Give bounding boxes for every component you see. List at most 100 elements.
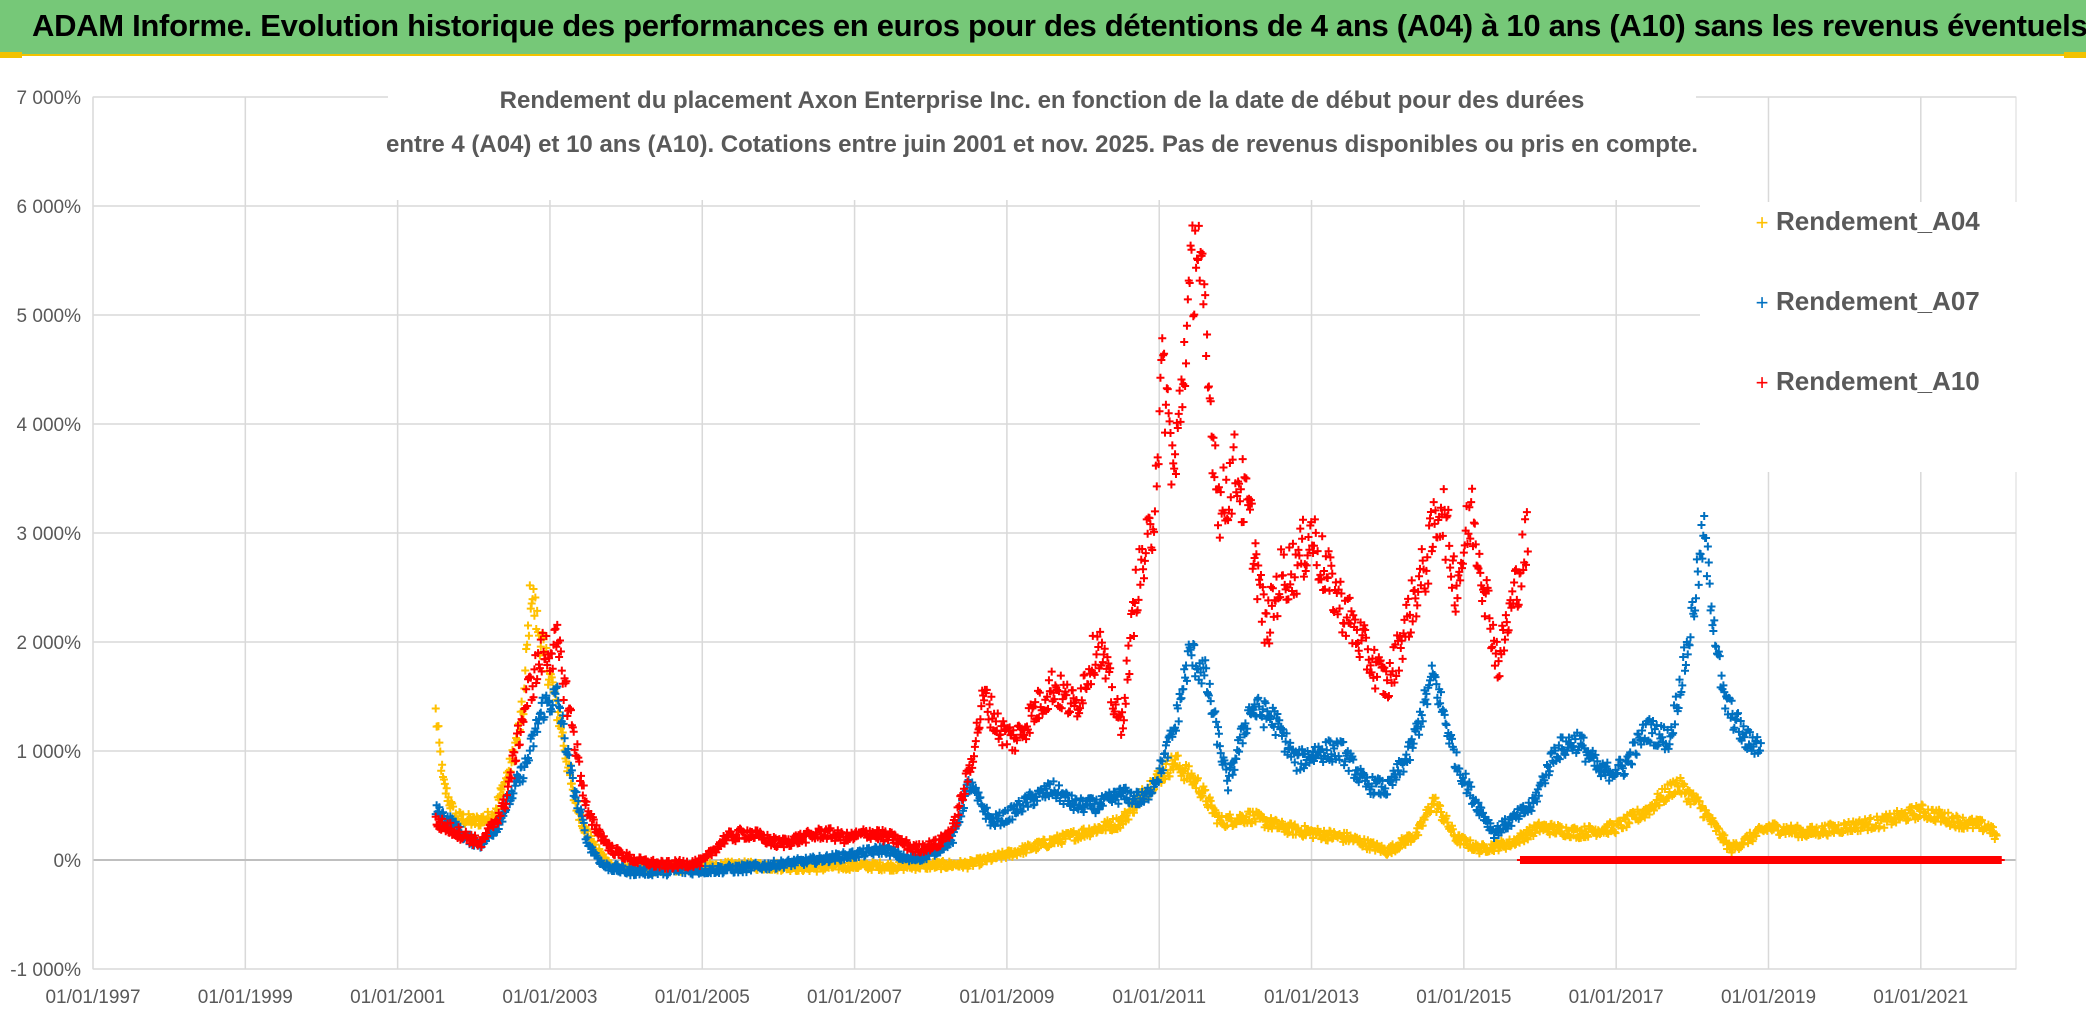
rendement-a10-point <box>1199 300 1208 309</box>
rendement-a10-point <box>985 700 994 709</box>
rendement-a10-point <box>1124 641 1133 650</box>
rendement-a10-point <box>1230 430 1239 439</box>
legend-background <box>1700 202 2018 472</box>
legend-label-a04: Rendement_A04 <box>1776 206 1980 236</box>
rendement-a07-point <box>1054 781 1063 790</box>
rendement-a10-point <box>1167 480 1176 489</box>
rendement-a10-point <box>1355 653 1364 662</box>
rendement-a10-point <box>1182 359 1191 368</box>
rendement-a10-point <box>1163 385 1172 394</box>
rendement-a10-point <box>1451 607 1460 616</box>
rendement-a04-point <box>1201 786 1210 795</box>
rendement-a10-point <box>1475 549 1484 558</box>
rendement-a10-point <box>1203 330 1212 339</box>
rendement-a10-point <box>1327 561 1336 570</box>
rendement-a10-point <box>1521 515 1530 524</box>
rendement-a10-point <box>1482 576 1491 585</box>
rendement-a04-point <box>1272 816 1281 825</box>
rendement-a04-point <box>536 642 545 651</box>
rendement-a07-point <box>1693 567 1702 576</box>
rendement-a10-point <box>1214 521 1223 530</box>
rendement-a10-point <box>1501 611 1510 620</box>
rendement-a04-point <box>1992 831 2001 840</box>
rendement-a04-point <box>533 606 542 615</box>
rendement-a10-point <box>1092 650 1101 659</box>
rendement-a07-point <box>559 719 568 728</box>
rendement-a04-point <box>1866 813 1875 822</box>
data-points <box>431 221 2005 880</box>
rendement-a07-point <box>1700 511 1709 520</box>
rendement-a04-point <box>444 793 453 802</box>
rendement-a10-point <box>1164 409 1173 418</box>
y-tick-label: -1 000% <box>10 960 81 981</box>
rendement-a04-point <box>1698 802 1707 811</box>
rendement-a04-point <box>523 640 532 649</box>
y-tick-label: 0% <box>54 851 82 872</box>
corner-accent-left <box>0 52 22 58</box>
rendement-a04-point <box>1880 823 1889 832</box>
rendement-a10-point <box>1182 321 1191 330</box>
x-tick-label: 01/01/2013 <box>1264 987 1359 1008</box>
rendement-a10-point <box>1425 521 1434 530</box>
rendement-a04-point <box>1217 812 1226 821</box>
rendement-a10-point <box>1211 441 1220 450</box>
legend-marker-a10: + <box>1756 370 1769 395</box>
rendement-a10-point <box>1002 740 1011 749</box>
legend: + Rendement_A04 + Rendement_A07 + Rendem… <box>1700 202 2018 472</box>
x-tick-label: 01/01/2009 <box>959 987 1054 1008</box>
rendement-a10-point <box>1215 533 1224 542</box>
legend-item-a04: + Rendement_A04 <box>1756 206 1981 236</box>
rendement-a04-point <box>1584 832 1593 841</box>
rendement-a07-point <box>533 727 542 736</box>
rendement-a10-point <box>1312 561 1321 570</box>
x-tick-label: 01/01/2001 <box>350 987 445 1008</box>
rendement-a07-point <box>580 826 589 835</box>
rendement-a10-point <box>1398 654 1407 663</box>
rendement-a10-point <box>1266 628 1275 637</box>
rendement-a04-point <box>517 697 526 706</box>
rendement-a10-point <box>1161 400 1170 409</box>
rendement-a04-point <box>524 631 533 640</box>
rendement-a04-point <box>449 802 458 811</box>
y-tick-label: 6 000% <box>17 197 82 218</box>
rendement-a10-point <box>1253 595 1262 604</box>
y-tick-label: 2 000% <box>17 633 82 654</box>
rendement-a04-point <box>1187 769 1196 778</box>
rendement-a10-point <box>1517 582 1526 591</box>
rendement-a07-point <box>1703 542 1712 551</box>
rendement-a10-point <box>1522 508 1531 517</box>
x-tick-label: 01/01/2015 <box>1416 987 1511 1008</box>
rendement-a04-point <box>1958 813 1967 822</box>
chart-area: -1 000%0%1 000%2 000%3 000%4 000%5 000%6… <box>10 82 2018 1008</box>
rendement-a10-point <box>1150 507 1159 516</box>
rendement-a04-point <box>483 807 492 816</box>
chart-title-line2: entre 4 (A04) et 10 ans (A10). Cotations… <box>386 131 1698 158</box>
rendement-a10-point <box>1068 686 1077 695</box>
rendement-a10-point <box>1122 656 1131 665</box>
rendement-a07-point <box>1707 602 1716 611</box>
rendement-a10-point <box>1470 519 1479 528</box>
rendement-a07-point <box>435 803 444 812</box>
rendement-a10-point <box>1044 676 1053 685</box>
rendement-a10-point <box>1449 552 1458 561</box>
rendement-a04-point <box>521 666 530 675</box>
legend-item-a10: + Rendement_A10 <box>1756 366 1980 396</box>
rendement-a04-point <box>1057 839 1066 848</box>
rendement-a04-point <box>1640 813 1649 822</box>
legend-item-a07: + Rendement_A07 <box>1756 286 1980 316</box>
rendement-a04-point <box>1611 829 1620 838</box>
rendement-a10-point <box>1385 659 1394 668</box>
rendement-a04-point <box>867 865 876 874</box>
y-tick-label: 5 000% <box>17 306 82 327</box>
rendement-a04-point <box>1198 791 1207 800</box>
rendement-a07-point <box>545 696 554 705</box>
chart-title-line1: Rendement du placement Axon Enterprise I… <box>500 87 1585 114</box>
legend-marker-a04: + <box>1756 210 1769 235</box>
rendement-a10-point <box>1204 382 1213 391</box>
rendement-a04-point <box>1978 816 1987 825</box>
rendement-a10-point <box>1407 576 1416 585</box>
rendement-a10-point <box>1190 310 1199 319</box>
rendement-a07-point <box>1427 661 1436 670</box>
rendement-a04-point <box>440 779 449 788</box>
rendement-a04-point <box>530 611 539 620</box>
